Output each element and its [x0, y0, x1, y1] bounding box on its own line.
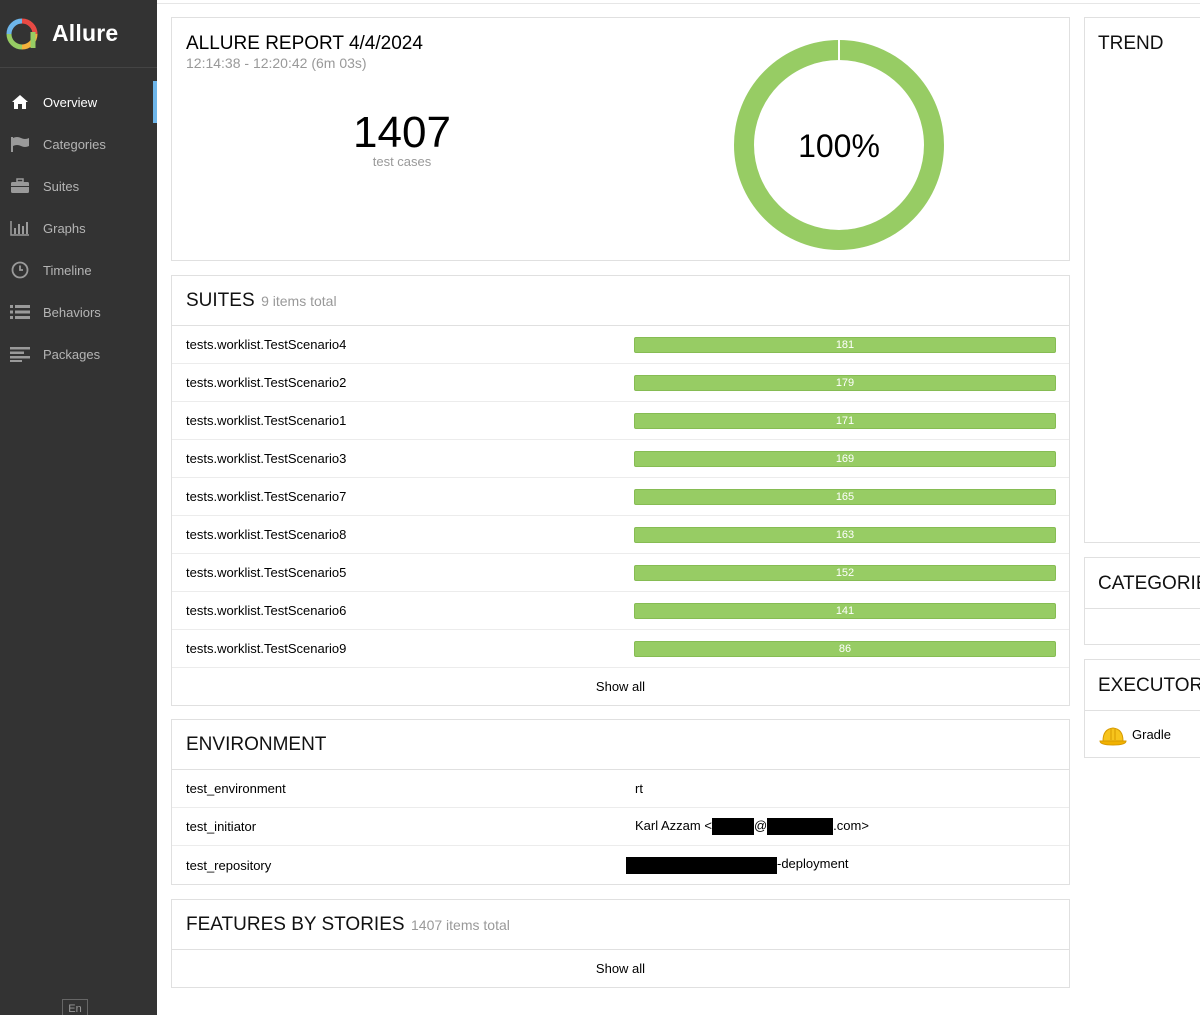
suite-row[interactable]: tests.worklist.TestScenario8 163 — [172, 516, 1069, 554]
executor-name: Gradle — [1132, 726, 1172, 742]
suite-passed-bar[interactable]: 179 — [634, 375, 1056, 391]
flag-icon — [10, 135, 30, 153]
features-title: FEATURES BY STORIES — [186, 914, 405, 935]
sidebar-item-label: Categories — [43, 136, 106, 152]
divider — [1085, 608, 1200, 609]
suite-passed-bar[interactable]: 181 — [634, 337, 1056, 353]
sidebar-item-label: Packages — [43, 346, 101, 362]
sidebar-item-label: Graphs — [43, 220, 86, 236]
suites-header: SUITES 9 items total — [172, 276, 1069, 326]
suite-list: tests.worklist.TestScenario4 181 tests.wor… — [172, 326, 1069, 668]
environment-header: ENVIRONMENT — [172, 720, 1069, 770]
suite-row[interactable]: tests.worklist.TestScenario9 86 — [172, 630, 1069, 668]
suite-passed-bar[interactable]: 169 — [634, 451, 1056, 467]
suite-row[interactable]: tests.worklist.TestScenario4 181 — [172, 326, 1069, 364]
suite-name: tests.worklist.TestScenario8 — [186, 527, 347, 542]
sidebar-nav: Overview Categories Suites Graphs Timeli… — [0, 81, 157, 375]
features-show-all-link[interactable]: Show all — [595, 961, 646, 976]
environment-widget: ENVIRONMENT test_environment rt test_ini… — [171, 719, 1070, 885]
suite-row[interactable]: tests.worklist.TestScenario3 169 — [172, 440, 1069, 478]
suite-passed-bar[interactable]: 165 — [634, 489, 1056, 505]
env-value: rt — [635, 781, 643, 796]
suite-row[interactable]: tests.worklist.TestScenario6 141 — [172, 592, 1069, 630]
env-key: test_environment — [186, 781, 286, 796]
redacted-block — [626, 856, 777, 874]
sidebar-item-suites[interactable]: Suites — [0, 165, 157, 207]
features-count: 1407 items total — [411, 917, 510, 933]
env-key: test_repository — [186, 857, 272, 873]
brand[interactable]: Allure — [0, 0, 157, 68]
env-value: Karl Azzam < @ .com> — [635, 818, 869, 836]
suite-name: tests.worklist.TestScenario4 — [186, 337, 347, 352]
env-row: test_repository -deployment — [172, 846, 1069, 884]
env-row: test_initiator Karl Azzam < @ .com> — [172, 808, 1069, 846]
categories-title: CATEGORIES — [1098, 573, 1200, 594]
suites-title: SUITES — [186, 290, 255, 311]
suites-show-all-link[interactable]: Show all — [595, 679, 646, 694]
divider — [1085, 710, 1200, 711]
brand-name: Allure — [52, 20, 119, 46]
trend-widget: TREND — [1084, 17, 1200, 543]
suite-passed-bar[interactable]: 152 — [634, 565, 1056, 581]
allure-logo-icon — [6, 18, 38, 49]
env-value: -deployment — [626, 856, 849, 874]
suite-name: tests.worklist.TestScenario1 — [186, 413, 347, 428]
sidebar-item-categories[interactable]: Categories — [0, 123, 157, 165]
suite-row[interactable]: tests.worklist.TestScenario5 152 — [172, 554, 1069, 592]
suite-passed-bar[interactable]: 171 — [634, 413, 1056, 429]
suite-name: tests.worklist.TestScenario5 — [186, 565, 347, 580]
pass-rate-label: 100% — [798, 128, 880, 164]
sidebar-item-label: Timeline — [43, 262, 92, 278]
suite-name: tests.worklist.TestScenario7 — [186, 489, 347, 504]
sidebar-item-packages[interactable]: Packages — [0, 333, 157, 375]
sidebar-item-timeline[interactable]: Timeline — [0, 249, 157, 291]
bar-chart-icon — [10, 219, 30, 237]
sidebar: Allure Overview Categories Suites Graphs — [0, 0, 157, 1015]
sidebar-item-label: Suites — [43, 178, 80, 194]
suite-row[interactable]: tests.worklist.TestScenario7 165 — [172, 478, 1069, 516]
env-row: test_environment rt — [172, 770, 1069, 808]
redacted-block — [767, 818, 834, 836]
align-left-icon — [10, 345, 30, 363]
executors-widget: EXECUTORS Gradle — [1084, 659, 1200, 758]
language-toggle[interactable]: En — [62, 999, 88, 1015]
pass-rate-donut[interactable] — [732, 38, 946, 252]
categories-widget: CATEGORIES — [1084, 557, 1200, 645]
suite-name: tests.worklist.TestScenario3 — [186, 451, 347, 466]
features-by-stories-widget: FEATURES BY STORIES 1407 items total Sho… — [171, 899, 1070, 988]
env-key: test_initiator — [186, 819, 257, 834]
total-test-cases-label: test cases — [372, 154, 432, 169]
suite-passed-bar[interactable]: 163 — [634, 527, 1056, 543]
suite-row[interactable]: tests.worklist.TestScenario2 179 — [172, 364, 1069, 402]
executors-title: EXECUTORS — [1098, 675, 1200, 696]
suite-name: tests.worklist.TestScenario9 — [186, 641, 347, 656]
executor-item[interactable]: Gradle — [1099, 720, 1171, 748]
suite-passed-bar[interactable]: 86 — [634, 641, 1056, 657]
total-test-cases: 1407 — [353, 108, 451, 157]
summary-widget: ALLURE REPORT 4/4/2024 12:14:38 - 12:20:… — [171, 17, 1070, 261]
suites-widget: SUITES 9 items total tests.worklist.Test… — [171, 275, 1070, 706]
sidebar-item-behaviors[interactable]: Behaviors — [0, 291, 157, 333]
sidebar-item-graphs[interactable]: Graphs — [0, 207, 157, 249]
features-header: FEATURES BY STORIES 1407 items total — [172, 900, 1069, 950]
report-time-range: 12:14:38 - 12:20:42 (6m 03s) — [186, 55, 367, 71]
home-icon — [10, 93, 30, 111]
suites-count: 9 items total — [261, 293, 337, 309]
briefcase-icon — [10, 177, 30, 195]
clock-icon — [10, 261, 30, 279]
report-title: ALLURE REPORT 4/4/2024 — [186, 33, 423, 54]
suite-passed-bar[interactable]: 141 — [634, 603, 1056, 619]
suite-name: tests.worklist.TestScenario2 — [186, 375, 347, 390]
top-border — [157, 3, 1200, 4]
redacted-block — [711, 818, 754, 836]
trend-title: TREND — [1098, 33, 1164, 54]
sidebar-item-overview[interactable]: Overview — [0, 81, 157, 123]
sidebar-item-label: Overview — [43, 94, 98, 110]
list-icon — [10, 303, 30, 321]
sidebar-item-label: Behaviors — [43, 304, 101, 320]
hard-hat-icon — [1099, 727, 1127, 746]
suite-row[interactable]: tests.worklist.TestScenario1 171 — [172, 402, 1069, 440]
environment-title: ENVIRONMENT — [186, 734, 327, 755]
suite-name: tests.worklist.TestScenario6 — [186, 603, 347, 618]
